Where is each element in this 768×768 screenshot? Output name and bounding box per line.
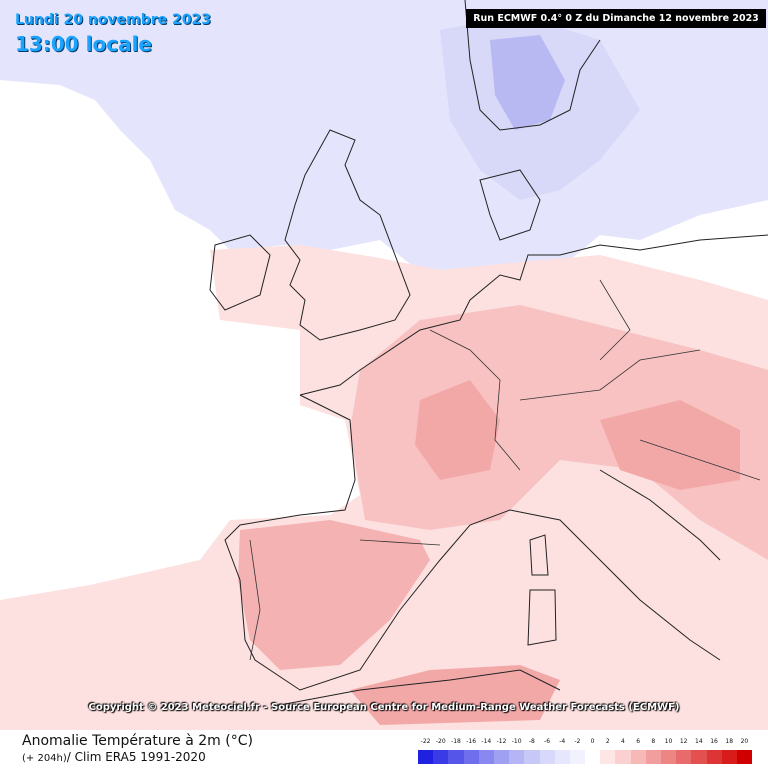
variable-title: Anomalie Température à 2m (°C) — [22, 733, 253, 749]
coast-scandinavia — [464, 0, 601, 131]
legend-label: 8 — [651, 738, 656, 745]
legend-label: 14 — [695, 738, 703, 745]
coast-north-sea-baltic — [299, 234, 768, 396]
legend-label: -8 — [528, 738, 535, 745]
legend-label: 20 — [740, 738, 749, 745]
legend-swatch — [736, 750, 753, 764]
warm-anomaly-iberia — [238, 520, 430, 670]
legend-swatch — [554, 750, 570, 764]
coast-corsica — [529, 534, 549, 576]
borders — [249, 279, 761, 661]
warm-anomaly-north-africa — [350, 665, 560, 725]
legend-swatch — [706, 750, 722, 764]
legend-swatch — [448, 750, 464, 764]
forecast-time: 13:00 locale — [15, 32, 152, 56]
legend-swatch — [524, 750, 540, 764]
legend-swatch — [661, 750, 677, 764]
legend-label: -20 — [435, 738, 446, 745]
warm-anomaly-france-alps — [350, 305, 768, 560]
coastlines — [209, 0, 768, 706]
forecast-lead-time: (+ 204h) — [22, 753, 67, 764]
legend-swatch — [569, 750, 586, 764]
legend-labels: -22 -20 -18 -16 -14 -12 -10 -8 -6 -4 -2 0 2 4 6 8 10 12 14… — [418, 738, 752, 748]
legend-swatch — [463, 750, 479, 764]
border-balkans — [639, 439, 761, 481]
legend-swatch — [721, 750, 737, 764]
footer: Anomalie Température à 2m (°C) (+ 204h)/… — [0, 730, 768, 768]
coast-great-britain — [284, 129, 411, 341]
legend-swatch — [630, 750, 646, 764]
copyright-notice: Copyright © 2023 Meteociel.fr - Source E… — [88, 702, 680, 713]
legend-label: 16 — [710, 738, 718, 745]
border-germany-poland — [599, 279, 631, 361]
coast-italy-adriatic — [599, 469, 721, 561]
legend-swatch — [600, 750, 616, 764]
legend-label: -6 — [544, 738, 551, 745]
border-central-europe — [519, 349, 701, 401]
temperature-anomaly-map — [0, 0, 768, 730]
border-france-east — [429, 329, 521, 471]
legend-label: -16 — [466, 738, 477, 745]
legend-label: 0 — [590, 738, 595, 745]
legend-swatch — [676, 750, 692, 764]
climatology-reference: / Clim ERA5 1991-2020 — [66, 750, 206, 764]
coast-south-west-europe — [224, 394, 721, 691]
legend-label: 4 — [621, 738, 625, 745]
legend-swatch — [585, 750, 601, 764]
warm-anomaly-core-balkans — [600, 400, 740, 490]
legend-swatch — [509, 750, 525, 764]
color-scale-legend: -22 -20 -18 -16 -14 -12 -10 -8 -6 -4 -2 0 2 4 6 8 10 12 14… — [418, 738, 753, 764]
legend-label: 12 — [679, 738, 688, 745]
legend-label: -10 — [511, 738, 522, 745]
cold-anomaly-peak — [490, 35, 565, 130]
warm-anomaly-core-france — [415, 380, 500, 480]
legend-label: -14 — [481, 738, 492, 745]
legend-swatch — [418, 750, 434, 764]
coast-north-africa — [279, 669, 561, 706]
border-spain-portugal — [249, 539, 261, 661]
legend-swatch — [493, 750, 510, 764]
legend-label: 10 — [664, 738, 673, 745]
model-run-banner: Run ECMWF 0.4° 0 Z du Dimanche 12 novemb… — [466, 9, 766, 28]
legend-label: -12 — [496, 738, 507, 745]
variable-subtitle: (+ 204h)/ Clim ERA5 1991-2020 — [22, 750, 206, 764]
coast-sardinia — [527, 589, 557, 646]
legend-label: -18 — [451, 738, 461, 745]
legend-label: -2 — [574, 738, 581, 745]
legend-swatch — [539, 750, 555, 764]
legend-label: 18 — [725, 738, 734, 745]
coast-denmark — [479, 169, 541, 241]
legend-swatch — [433, 750, 449, 764]
legend-label: -4 — [559, 738, 566, 745]
legend-label: 6 — [636, 738, 641, 745]
legend-swatch — [645, 750, 661, 764]
border-spain-france — [359, 539, 441, 546]
legend-label: -22 — [420, 738, 431, 745]
legend-swatch — [691, 750, 707, 764]
forecast-date: Lundi 20 novembre 2023 — [15, 12, 211, 28]
legend-swatch — [478, 750, 494, 764]
legend-color-bar — [418, 750, 753, 764]
legend-swatch — [615, 750, 631, 764]
legend-label: 2 — [605, 738, 610, 745]
coast-ireland — [209, 234, 271, 311]
